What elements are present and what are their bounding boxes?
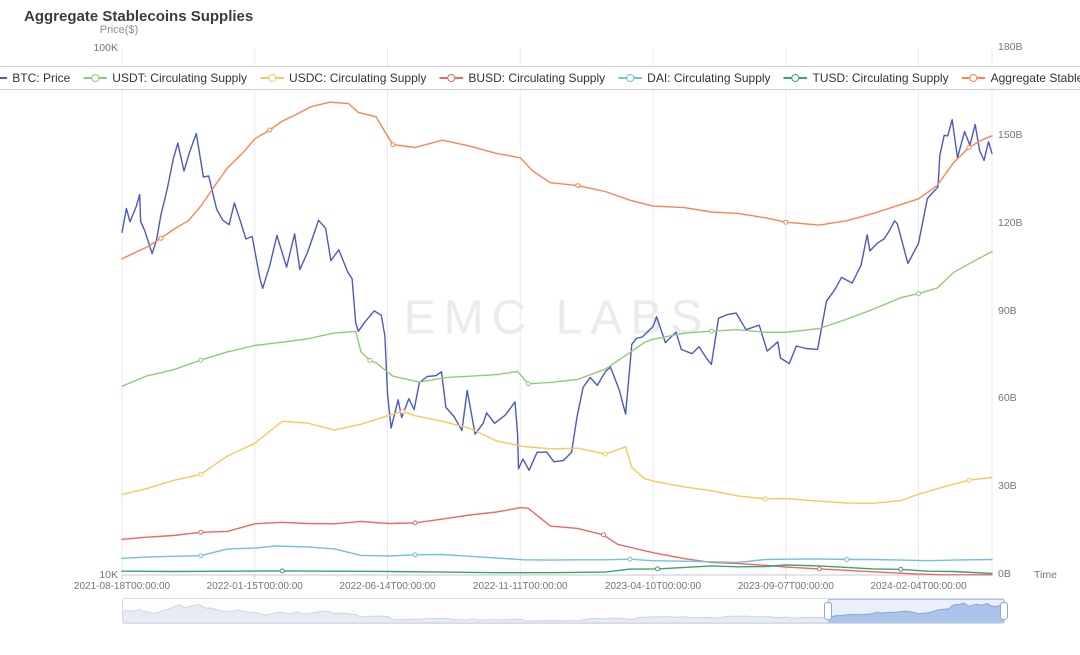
- legend-item-dai[interactable]: DAI: Circulating Supply: [618, 71, 771, 85]
- series-point-aggregate: [575, 183, 581, 189]
- legend-line-circle-icon: [0, 73, 8, 83]
- y-axis-right-tick-label: 180B: [998, 41, 1023, 53]
- legend-line-circle-icon: [961, 73, 986, 83]
- chart-legend: BTC: Price USDT: Circulating Supply USDC: …: [0, 66, 1080, 90]
- legend-label: USDT: Circulating Supply: [112, 71, 248, 85]
- series-line-tusd: [121, 564, 993, 575]
- series-point-aggregate: [783, 219, 789, 225]
- legend-line-circle-icon: [783, 73, 808, 83]
- datazoom-left-handle[interactable]: [823, 602, 832, 620]
- legend-line-circle-icon: [618, 73, 643, 83]
- series-point-usdc: [198, 471, 204, 477]
- series-point-usdt: [525, 381, 531, 387]
- series-line-aggregate: [121, 101, 993, 260]
- legend-item-busd[interactable]: BUSD: Circulating Supply: [439, 71, 605, 85]
- y-axis-right-tick-label: 150B: [998, 128, 1023, 141]
- x-axis-tick-label: 2022-11-11T00:00:00: [472, 581, 568, 592]
- datazoom-right-handle[interactable]: [1000, 602, 1008, 620]
- datazoom-selection[interactable]: [827, 599, 1004, 623]
- y-axis-right-tick-label: 30B: [998, 480, 1017, 493]
- series-point-tusd: [655, 566, 660, 572]
- series-point-busd: [412, 520, 418, 526]
- legend-line-circle-icon: [439, 73, 464, 83]
- series-point-busd: [198, 529, 204, 535]
- legend-item-usdc[interactable]: USDC: Circulating Supply: [260, 71, 426, 85]
- y-axis-right-tick-label: 120B: [998, 216, 1023, 229]
- y-axis-right-tick-label: 0B: [998, 568, 1011, 580]
- legend-line-circle-icon: [260, 73, 285, 83]
- series-point-dai: [412, 552, 418, 558]
- legend-item-btc[interactable]: BTC: Price: [0, 71, 70, 85]
- series-point-dai: [198, 553, 204, 559]
- legend-label: DAI: Circulating Supply: [647, 71, 771, 85]
- series-line-busd: [121, 507, 993, 576]
- series-point-tusd: [898, 566, 904, 572]
- series-point-busd: [816, 566, 822, 572]
- series-point-usdc: [400, 408, 406, 414]
- legend-item-tusd[interactable]: TUSD: Circulating Supply: [783, 71, 949, 85]
- x-axis-tick-label: 2023-04-10T00:00:00: [604, 581, 702, 592]
- legend-label: TUSD: Circulating Supply: [812, 71, 949, 85]
- series-line-usdt: [121, 250, 993, 387]
- series-point-dai: [627, 556, 633, 562]
- x-axis-name: Time: [1034, 569, 1057, 581]
- legend-line-circle-icon: [83, 73, 108, 83]
- series-point-usdt: [198, 357, 204, 363]
- series-point-aggregate: [390, 142, 396, 148]
- legend-item-usdt[interactable]: USDT: Circulating Supply: [83, 71, 247, 85]
- x-axis-tick-label: 2023-09-07T00:00:00: [737, 581, 834, 592]
- y-axis-left-tick-top: 100K: [93, 42, 118, 54]
- x-axis-tick-label: 2022-06-14T00:00:00: [339, 581, 436, 592]
- legend-label: Aggregate Stablecoin Cap: [990, 71, 1080, 85]
- page-title: Aggregate Stablecoins Supplies: [24, 8, 254, 25]
- legend-label: USDC: Circulating Supply: [289, 71, 427, 85]
- series-point-aggregate: [158, 235, 164, 241]
- x-axis-tick-label: 2022-01-15T00:00:00: [206, 581, 303, 592]
- series-point-usdt: [916, 291, 921, 297]
- series-point-usdc: [762, 496, 768, 502]
- x-axis-tick-label: 2021-08-18T00:00:00: [73, 581, 171, 592]
- series-line-btc: [121, 118, 993, 471]
- y-axis-left-name: Price($): [99, 24, 139, 36]
- series-point-usdc: [602, 451, 608, 457]
- series-line-dai: [121, 545, 993, 564]
- y-axis-right-tick-label: 90B: [998, 304, 1017, 317]
- series-point-tusd: [279, 568, 285, 574]
- legend-item-aggregate[interactable]: Aggregate Stablecoin Cap: [961, 71, 1080, 85]
- series-line-usdc: [121, 410, 993, 504]
- series-point-usdt: [367, 357, 373, 363]
- series-point-aggregate: [966, 145, 972, 150]
- series-point-busd: [601, 532, 606, 538]
- x-axis-tick-label: 2024-02-04T00:00:00: [870, 581, 967, 592]
- series-point-usdc: [966, 477, 972, 483]
- y-axis-right-tick-label: 60B: [998, 392, 1017, 405]
- series-point-usdt: [708, 328, 714, 334]
- datazoom-slider[interactable]: [122, 598, 1008, 624]
- y-axis-left-tick-bottom: 10K: [99, 569, 118, 581]
- series-point-aggregate: [267, 127, 273, 133]
- legend-label: BTC: Price: [12, 71, 71, 85]
- series-point-dai: [844, 557, 850, 562]
- legend-label: BUSD: Circulating Supply: [468, 71, 606, 85]
